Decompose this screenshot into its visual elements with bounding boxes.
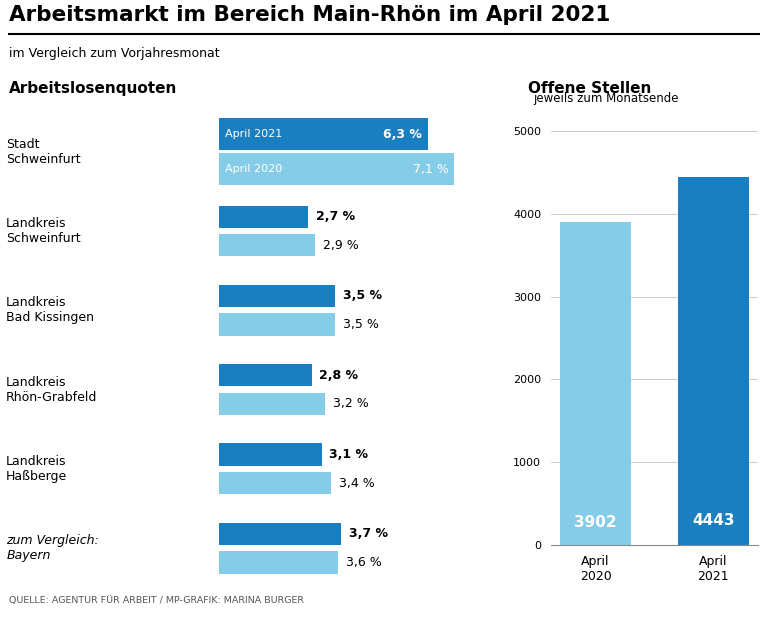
Text: 4443: 4443 bbox=[692, 513, 734, 528]
Text: Arbeitslosenquoten: Arbeitslosenquoten bbox=[9, 81, 177, 96]
Text: 2,9 %: 2,9 % bbox=[323, 239, 359, 252]
Text: 2,8 %: 2,8 % bbox=[319, 369, 359, 382]
Bar bbox=[678, 177, 749, 545]
Text: Landkreis
Bad Kissingen: Landkreis Bad Kissingen bbox=[6, 296, 94, 324]
Bar bbox=[219, 443, 322, 466]
Bar bbox=[219, 285, 335, 307]
Text: Offene Stellen: Offene Stellen bbox=[528, 81, 651, 96]
Text: 3,2 %: 3,2 % bbox=[333, 397, 369, 411]
Bar bbox=[219, 234, 315, 256]
Text: 6,3 %: 6,3 % bbox=[383, 128, 422, 141]
Text: Stadt
Schweinfurt: Stadt Schweinfurt bbox=[6, 137, 81, 165]
Text: im Vergleich zum Vorjahresmonat: im Vergleich zum Vorjahresmonat bbox=[9, 47, 220, 60]
Text: Landkreis
Schweinfurt: Landkreis Schweinfurt bbox=[6, 217, 81, 245]
Text: 3,6 %: 3,6 % bbox=[346, 556, 382, 569]
Text: April 2021: April 2021 bbox=[225, 129, 283, 139]
Bar bbox=[219, 551, 338, 573]
Text: Landkreis
Rhön-Grabfeld: Landkreis Rhön-Grabfeld bbox=[6, 376, 98, 404]
Text: 7,1 %: 7,1 % bbox=[413, 162, 449, 175]
Bar bbox=[561, 222, 631, 545]
Text: Landkreis
Haßberge: Landkreis Haßberge bbox=[6, 455, 68, 483]
Text: Arbeitsmarkt im Bereich Main-Rhön im April 2021: Arbeitsmarkt im Bereich Main-Rhön im Apr… bbox=[9, 5, 611, 26]
Bar bbox=[219, 313, 335, 336]
Bar bbox=[219, 392, 325, 415]
Text: QUELLE: AGENTUR FÜR ARBEIT / MP-GRAFIK: MARINA BURGER: QUELLE: AGENTUR FÜR ARBEIT / MP-GRAFIK: … bbox=[9, 596, 304, 605]
Text: 3,5 %: 3,5 % bbox=[343, 289, 382, 302]
Text: 3,1 %: 3,1 % bbox=[329, 448, 369, 461]
Text: jeweils zum Monatsende: jeweils zum Monatsende bbox=[534, 93, 679, 105]
Text: 3902: 3902 bbox=[574, 514, 617, 529]
Bar bbox=[219, 364, 312, 386]
Text: 3,7 %: 3,7 % bbox=[349, 527, 388, 541]
Bar bbox=[219, 472, 332, 494]
Bar bbox=[219, 118, 428, 150]
Text: zum Vergleich:
Bayern: zum Vergleich: Bayern bbox=[6, 534, 99, 562]
Text: 2,7 %: 2,7 % bbox=[316, 210, 356, 223]
Bar bbox=[219, 153, 454, 185]
Bar bbox=[219, 205, 308, 228]
Text: 3,4 %: 3,4 % bbox=[339, 476, 375, 490]
Bar bbox=[219, 522, 342, 545]
Text: 3,5 %: 3,5 % bbox=[343, 318, 379, 331]
Text: April 2020: April 2020 bbox=[225, 164, 283, 174]
